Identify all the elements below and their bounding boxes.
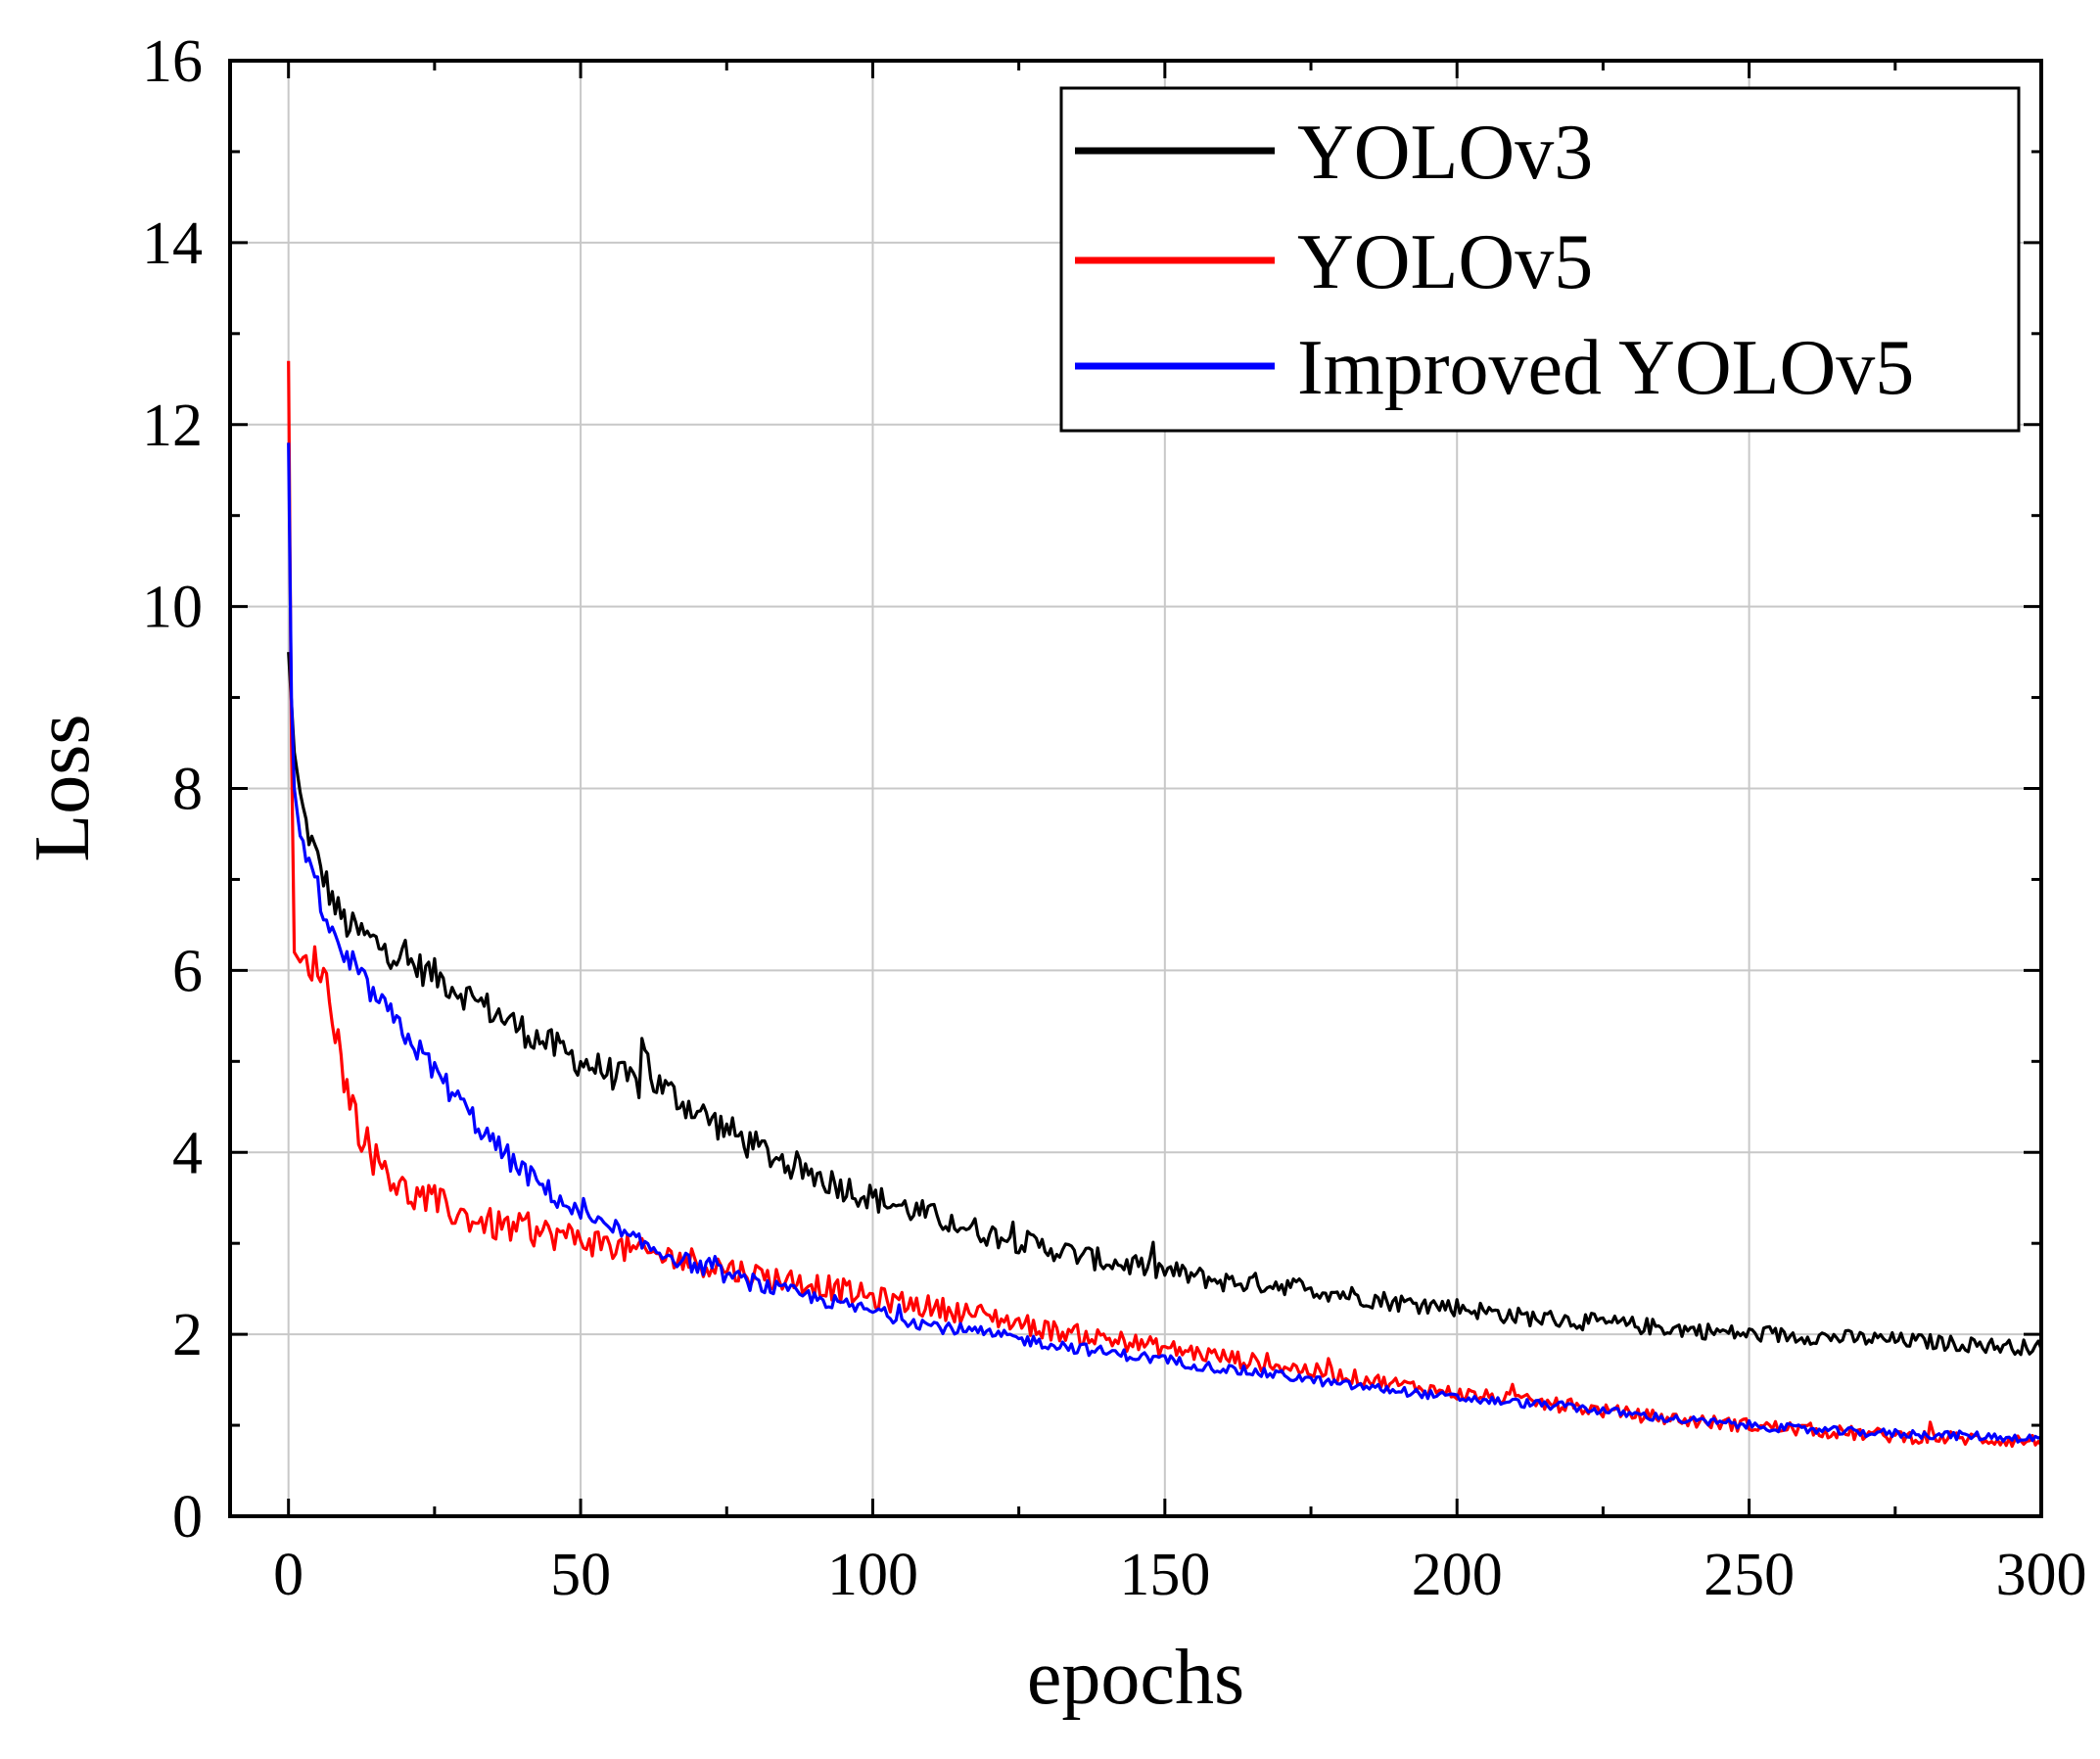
y-axis-title: Loss	[20, 714, 106, 861]
series-line-yolov3	[287, 652, 2043, 1357]
y-tick-label-16: 16	[142, 28, 203, 95]
y-tick-label-10: 10	[142, 575, 203, 641]
series-line-improved-yolov5	[287, 442, 2042, 1444]
y-tick-label-8: 8	[172, 757, 203, 823]
legend: YOLOv3 YOLOv5 Improved YOLOv5	[1059, 86, 2021, 433]
legend-label-yolov3: YOLOv3	[1297, 110, 1593, 196]
x-tick-label-50: 50	[550, 1542, 611, 1608]
legend-label-yolov5: YOLOv5	[1297, 219, 1593, 305]
y-tick-label-0: 0	[172, 1484, 203, 1551]
x-tick-label-200: 200	[1412, 1542, 1503, 1608]
axis-ticks	[230, 59, 2043, 1518]
y-tick-label-6: 6	[172, 938, 203, 1004]
x-tick-label-100: 100	[827, 1542, 918, 1608]
legend-label-improved-yolov5: Improved YOLOv5	[1297, 325, 1914, 411]
series-layer	[287, 360, 2043, 1449]
y-tick-label-12: 12	[142, 393, 203, 459]
series-line-yolov5	[287, 360, 2043, 1449]
x-tick-label-0: 0	[273, 1542, 303, 1608]
x-axis-title: epochs	[1027, 1635, 1244, 1721]
x-tick-label-150: 150	[1119, 1542, 1210, 1608]
tick-labels: 0 50 100 150 200 250 300 0 2 4 6 8 10 12 14 16	[142, 28, 2087, 1608]
x-tick-label-300: 300	[1996, 1542, 2087, 1608]
y-tick-label-4: 4	[172, 1120, 203, 1186]
x-tick-label-250: 250	[1703, 1542, 1795, 1608]
y-tick-label-2: 2	[172, 1302, 203, 1368]
y-tick-label-14: 14	[142, 210, 203, 277]
